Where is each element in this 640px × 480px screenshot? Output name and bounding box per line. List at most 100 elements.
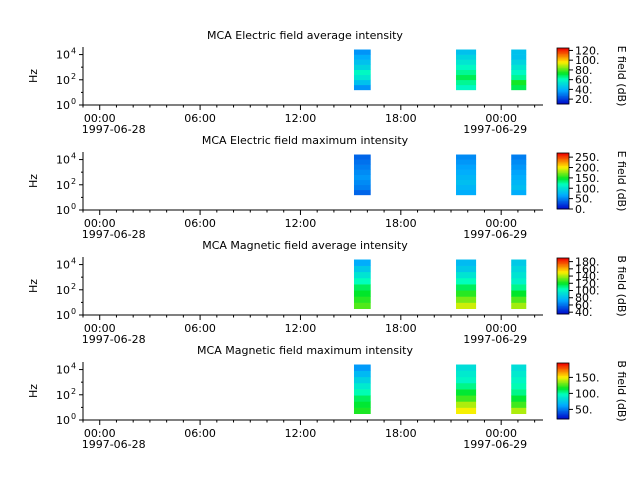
x-tick-date-label: 1997-06-28	[82, 123, 146, 136]
spectrogram-cell-seg2-row8	[456, 49, 477, 55]
colorbar-swatch	[557, 190, 569, 193]
spectrogram-cell-seg1-row8	[353, 259, 371, 266]
y-axis-label: Hz	[27, 279, 40, 293]
colorbar-swatch	[557, 74, 569, 77]
colorbar-swatch	[557, 164, 569, 166]
colorbar-swatch	[557, 206, 569, 208]
colorbar-tick-label: 50.	[575, 193, 593, 206]
spectrogram-cell-seg1-row2	[353, 296, 371, 303]
spectrogram-cell-seg3-row5	[511, 169, 527, 175]
colorbar-swatch	[557, 284, 569, 287]
colorbar-swatch	[557, 381, 569, 383]
y-tick-exponent: 0	[71, 97, 76, 106]
x-tick-date-label: 1997-06-28	[82, 228, 146, 241]
colorbar-swatch	[557, 162, 569, 165]
colorbar-swatch	[557, 193, 569, 196]
spectrogram-cell-seg3-row6	[511, 376, 527, 384]
spectrogram-cell-seg1-row6	[353, 164, 371, 170]
colorbar-swatch	[557, 98, 569, 101]
spectrogram-cell-seg1-row4	[353, 174, 371, 181]
colorbar-swatch	[557, 371, 569, 374]
spectrogram-cell-seg1-row2	[353, 401, 371, 408]
colorbar-swatch	[557, 392, 569, 395]
colorbar-tick-label: 150.	[575, 371, 600, 384]
spectrogram-cell-seg2-row2	[456, 296, 477, 303]
x-tick-label: 00:00	[84, 427, 116, 440]
colorbar-swatch	[557, 307, 569, 309]
x-tick-date-label: 1997-06-29	[463, 438, 527, 451]
colorbar-swatch	[557, 368, 569, 371]
spectrogram-cell-seg1-row4	[353, 389, 371, 396]
spectrogram-cell-seg1-row7	[353, 159, 371, 165]
y-tick-exponent: 0	[71, 412, 76, 421]
colorbar-swatch	[557, 88, 569, 91]
colorbar-swatch	[557, 260, 569, 263]
colorbar-tick-label: 200.	[575, 162, 600, 175]
colorbar-tick-label: 160.	[575, 263, 600, 276]
colorbar-swatch	[557, 273, 569, 276]
spectrogram-cell-seg3-row2	[511, 401, 527, 408]
spectrogram-cell-seg1-row6	[353, 271, 371, 279]
colorbar-swatch	[557, 262, 569, 264]
spectrogram-cell-seg3-row7	[511, 54, 527, 60]
colorbar-frame	[556, 152, 570, 210]
colorbar-swatch	[557, 69, 569, 71]
colorbar-tick-label: 50.	[575, 403, 593, 416]
colorbar-swatch	[557, 409, 569, 411]
spectrogram-cell-seg2-row7	[456, 159, 477, 165]
spectrogram-cell-seg1-row7	[353, 370, 371, 378]
spectrogram-cell-seg2-row7	[456, 370, 477, 378]
colorbar-swatch	[557, 417, 569, 420]
spectrogram-cell-seg2-row3	[456, 74, 477, 81]
colorbar-tick-label: 150.	[575, 172, 600, 185]
spectrogram-cell-seg1-row4	[353, 69, 371, 76]
colorbar-swatch	[557, 63, 569, 66]
colorbar-swatch	[557, 414, 569, 417]
spectrogram-cell-seg3-row4	[511, 69, 527, 76]
colorbar-swatch	[557, 300, 569, 302]
y-tick-label: 10	[56, 49, 70, 62]
spectrogram-cell-seg1-row1	[353, 189, 371, 196]
colorbar-swatch	[557, 364, 569, 367]
spectrogram-cell-seg1-row6	[353, 376, 371, 384]
y-tick-label: 10	[56, 99, 70, 112]
colorbar-swatch	[557, 73, 569, 75]
spectrogram-cell-seg2-row2	[456, 401, 477, 408]
colorbar-swatch	[557, 416, 569, 418]
x-tick-label: 18:00	[385, 217, 417, 230]
spectrogram-cell-seg3-row3	[511, 290, 527, 297]
colorbar-swatch	[557, 400, 569, 403]
colorbar-tick-label: 0.	[575, 203, 586, 216]
spectrogram-cell-seg2-row4	[456, 284, 477, 291]
colorbar-frame	[556, 257, 570, 315]
colorbar-swatch	[557, 189, 569, 192]
colorbar-tick-label: 60.	[575, 299, 593, 312]
colorbar-swatch	[557, 183, 569, 186]
colorbar-swatch	[557, 161, 569, 164]
colorbar-swatch	[557, 202, 569, 204]
spectrogram-cell-seg2-row7	[456, 265, 477, 273]
colorbar-swatch	[557, 304, 569, 306]
colorbar-swatch	[557, 55, 569, 57]
colorbar-swatch	[557, 291, 569, 294]
spectrogram-cell-seg3-row7	[511, 370, 527, 378]
spectrogram-cell-seg3-row8	[511, 154, 527, 160]
colorbar-swatch	[557, 200, 569, 203]
colorbar-swatch	[557, 402, 569, 404]
colorbar-label: B field (dB)	[615, 360, 628, 421]
spectrogram-cell-seg1-row5	[353, 169, 371, 175]
colorbar-label: B field (dB)	[615, 255, 628, 316]
colorbar-swatch	[557, 50, 569, 53]
x-tick-date-label: 1997-06-28	[82, 438, 146, 451]
colorbar-swatch	[557, 60, 569, 63]
colorbar-swatch	[557, 196, 569, 199]
spectrogram-cell-seg1-row8	[353, 364, 371, 371]
colorbar-swatch	[557, 204, 569, 207]
colorbar-swatch	[557, 294, 569, 297]
spectrogram-cell-seg2-row4	[456, 174, 477, 181]
spectrogram-cell-seg3-row4	[511, 284, 527, 291]
colorbar-tick-label: 180.	[575, 256, 600, 269]
colorbar-tick-label: 100.	[575, 182, 600, 195]
x-tick-label: 00:00	[84, 217, 116, 230]
colorbar-swatch	[557, 269, 569, 271]
